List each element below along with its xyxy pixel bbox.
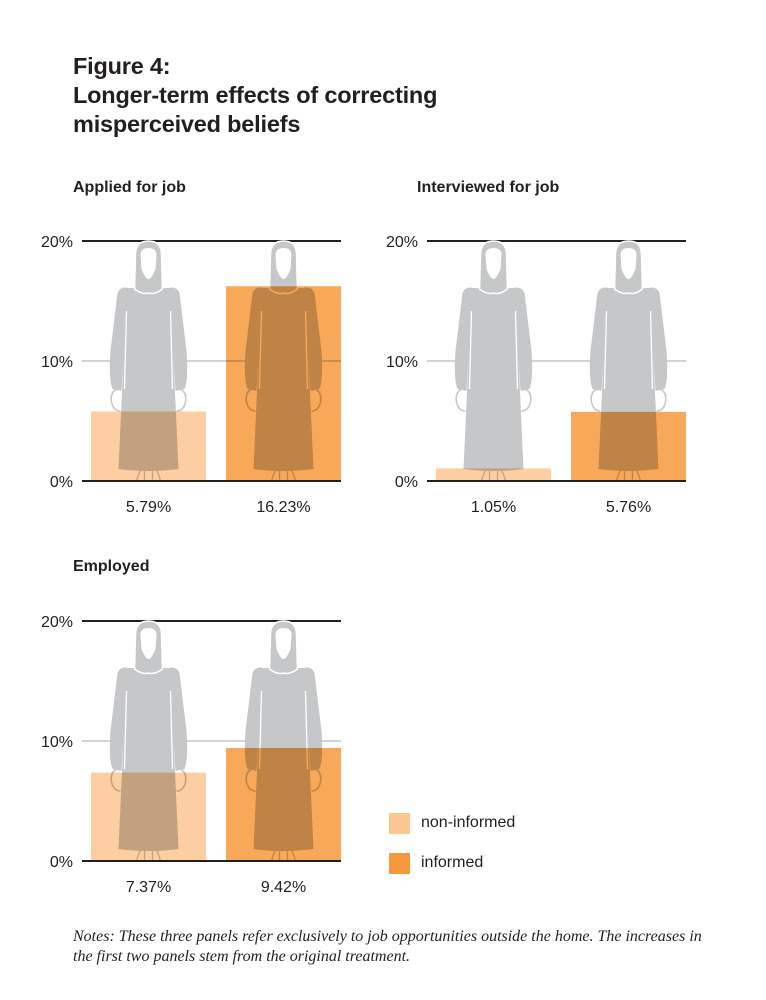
hand-outline — [521, 387, 532, 412]
y-tick-label: 20% — [386, 234, 418, 251]
arm-line — [123, 690, 128, 770]
hand-outline — [455, 387, 466, 412]
legend-swatch-non-informed — [389, 812, 410, 834]
face — [140, 628, 157, 659]
hand-outline — [110, 387, 121, 412]
panel-2: 0% 10% 20% 1.05% 5.76% — [386, 234, 686, 516]
hand-outline — [656, 387, 667, 412]
y-tick-label: 0% — [395, 474, 418, 491]
y-tick-label: 0% — [50, 854, 73, 871]
face — [620, 248, 637, 279]
legend: non-informed informed — [389, 803, 515, 883]
y-tick-label: 20% — [41, 614, 73, 631]
robe — [454, 287, 533, 471]
bar-non-informed — [91, 411, 206, 481]
panel-title-interviewed: Interviewed for job — [417, 179, 560, 196]
value-label: 16.23% — [256, 499, 310, 516]
y-tick-label: 20% — [41, 234, 73, 251]
panel-title-employed: Employed — [73, 558, 150, 575]
panel-title-applied: Applied for job — [73, 179, 186, 196]
bar-non-informed — [436, 468, 551, 481]
arm-line — [169, 310, 174, 390]
legend-label: non-informed — [421, 814, 516, 831]
face — [275, 628, 292, 659]
arm-line — [649, 310, 654, 390]
face — [485, 248, 502, 279]
figure-title: Figure 4: Longer-term effects of correct… — [73, 52, 437, 139]
figure-title-line: Longer-term effects of correcting — [73, 82, 438, 108]
notes: Notes: These three panels refer exclusiv… — [73, 928, 702, 965]
arm-line — [468, 310, 473, 390]
arm-line — [169, 690, 174, 770]
y-tick-label: 10% — [41, 354, 73, 371]
arm-line — [603, 310, 608, 390]
value-label: 7.37% — [126, 879, 171, 896]
figure-number: Figure 4: — [73, 53, 171, 79]
hand-outline — [176, 387, 187, 412]
value-label: 9.42% — [261, 879, 306, 896]
y-tick-label: 10% — [41, 734, 73, 751]
bar-non-informed — [91, 772, 206, 861]
arm-line — [123, 310, 128, 390]
legend-label: informed — [421, 854, 484, 871]
y-tick-label: 0% — [50, 474, 73, 491]
y-tick-label: 10% — [386, 354, 418, 371]
face — [275, 248, 292, 279]
hand-outline — [590, 387, 601, 412]
arm-line — [514, 310, 519, 390]
panel-3: 0% 10% 20% 7.37% 9.42% — [41, 614, 341, 896]
legend-swatch-informed — [389, 852, 410, 874]
bar-informed — [226, 286, 341, 481]
face — [140, 248, 157, 279]
legend-item-informed: informed — [389, 843, 515, 883]
figure-title-line: misperceived beliefs — [73, 111, 301, 137]
value-label: 1.05% — [471, 499, 516, 516]
bar-informed — [226, 747, 341, 861]
bar-informed — [571, 411, 686, 481]
value-label: 5.79% — [126, 499, 171, 516]
legend-item-non-informed: non-informed — [389, 803, 515, 843]
value-label: 5.76% — [606, 499, 651, 516]
figure-silhouette-icon — [454, 240, 533, 482]
panel-1: 0% 10% 20% 5.79% 16.23% — [41, 234, 341, 516]
